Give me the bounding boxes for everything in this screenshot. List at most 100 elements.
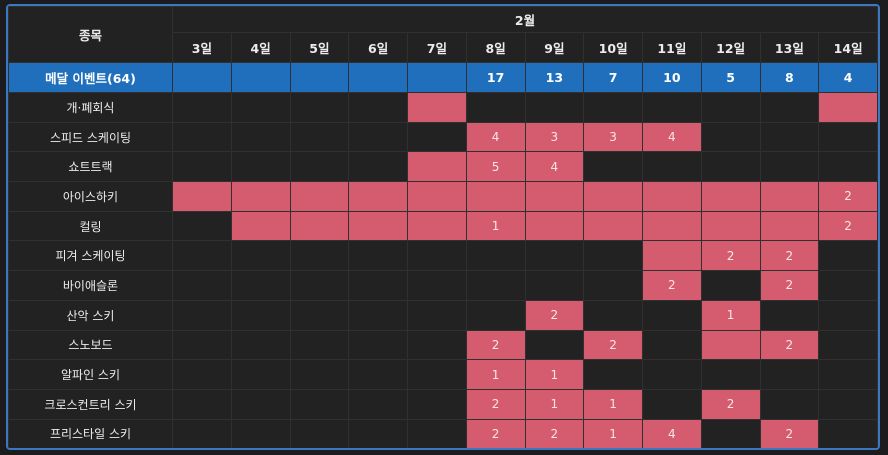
medal-events-row: 메달 이벤트(64) 17 13 7 10 5 8 4	[8, 62, 878, 93]
empty-day-cell	[465, 270, 526, 301]
sport-row: 피겨 스케이팅 2 2	[8, 240, 878, 272]
event-day-cell: 4	[524, 151, 585, 183]
event-day-cell	[524, 210, 585, 242]
empty-day-cell	[289, 240, 350, 272]
empty-day-cell	[230, 121, 291, 153]
sport-name: 아이스하키	[8, 181, 173, 212]
event-day-cell: 3	[524, 121, 585, 153]
medal-count-cell	[230, 62, 291, 93]
event-day-cell	[700, 181, 761, 212]
empty-day-cell	[172, 240, 232, 272]
event-day-cell	[642, 210, 702, 242]
medal-count-cell	[172, 62, 232, 93]
medal-count-cell	[407, 62, 467, 93]
sport-row: 알파인 스키 1 1	[8, 359, 878, 390]
empty-day-cell	[348, 240, 408, 272]
event-day-cell: 2	[759, 418, 820, 448]
empty-day-cell	[759, 92, 820, 123]
sport-name: 피겨 스케이팅	[8, 240, 173, 272]
event-day-cell	[583, 210, 643, 242]
event-day-cell	[348, 210, 408, 242]
empty-day-cell	[230, 359, 291, 390]
empty-day-cell	[642, 359, 702, 390]
medal-count-cell: 5	[700, 62, 761, 93]
empty-day-cell	[172, 359, 232, 390]
sport-name: 컬링	[8, 210, 173, 242]
medal-count-cell: 10	[642, 62, 702, 93]
empty-day-cell	[407, 329, 467, 361]
empty-day-cell	[289, 388, 350, 420]
medal-count-cell	[289, 62, 350, 93]
event-day-cell: 1	[583, 388, 643, 420]
event-day-cell	[700, 329, 761, 361]
empty-day-cell	[583, 151, 643, 183]
empty-day-cell	[642, 92, 702, 123]
event-day-cell: 1	[465, 359, 526, 390]
empty-day-cell	[289, 329, 350, 361]
event-day-cell	[230, 181, 291, 212]
sport-row: 산악 스키 2 1	[8, 299, 878, 331]
empty-day-cell	[759, 121, 820, 153]
day-header: 11일	[642, 32, 702, 63]
event-day-cell	[700, 210, 761, 242]
empty-day-cell	[348, 388, 408, 420]
empty-day-cell	[700, 270, 761, 301]
medal-count-cell: 7	[583, 62, 643, 93]
empty-day-cell	[524, 240, 585, 272]
day-header: 3일	[172, 32, 232, 63]
empty-day-cell	[289, 92, 350, 123]
event-day-cell: 4	[465, 121, 526, 153]
event-day-cell	[759, 181, 820, 212]
empty-day-cell	[230, 151, 291, 183]
day-header: 4일	[230, 32, 291, 63]
sport-name: 스노보드	[8, 329, 173, 361]
event-day-cell: 2	[759, 270, 820, 301]
event-day-cell: 1	[583, 418, 643, 448]
event-day-cell: 5	[465, 151, 526, 183]
sport-column-header: 종목	[8, 6, 173, 63]
empty-day-cell	[230, 92, 291, 123]
empty-day-cell	[700, 359, 761, 390]
empty-day-cell	[465, 299, 526, 331]
empty-day-cell	[642, 299, 702, 331]
empty-day-cell	[407, 270, 467, 301]
schedule-table-frame: 종목 2월 3일 4일 5일 6일 7일 8일 9일 10일 11일 12일 13일 14일 메달 이…	[6, 4, 880, 450]
empty-day-cell	[348, 359, 408, 390]
empty-day-cell	[583, 299, 643, 331]
month-header: 2월	[172, 6, 878, 33]
empty-day-cell	[759, 359, 820, 390]
empty-day-cell	[348, 151, 408, 183]
sport-row: 개·폐회식	[8, 92, 878, 123]
sport-row: 크로스컨트리 스키 2 1 1 2	[8, 388, 878, 420]
empty-day-cell	[700, 121, 761, 153]
empty-day-cell	[172, 92, 232, 123]
event-day-cell: 2	[642, 270, 702, 301]
empty-day-cell	[348, 121, 408, 153]
day-header: 9일	[524, 32, 585, 63]
medal-count-cell	[348, 62, 408, 93]
event-day-cell: 2	[524, 418, 585, 448]
event-day-cell	[465, 181, 526, 212]
empty-day-cell	[172, 329, 232, 361]
empty-day-cell	[172, 388, 232, 420]
empty-day-cell	[407, 299, 467, 331]
event-day-cell: 2	[818, 210, 878, 242]
empty-day-cell	[348, 329, 408, 361]
sport-name: 산악 스키	[8, 299, 173, 331]
sport-name: 프리스타일 스키	[8, 418, 173, 448]
empty-day-cell	[465, 240, 526, 272]
empty-day-cell	[172, 121, 232, 153]
medal-count-cell: 4	[818, 62, 878, 93]
sport-name: 크로스컨트리 스키	[8, 388, 173, 420]
day-header: 5일	[289, 32, 350, 63]
empty-day-cell	[172, 418, 232, 448]
event-day-cell: 2	[465, 418, 526, 448]
empty-day-cell	[759, 388, 820, 420]
day-header: 8일	[465, 32, 526, 63]
empty-day-cell	[172, 151, 232, 183]
event-day-cell	[407, 181, 467, 212]
event-day-cell	[230, 210, 291, 242]
empty-day-cell	[172, 210, 232, 242]
empty-day-cell	[759, 151, 820, 183]
empty-day-cell	[818, 240, 878, 272]
